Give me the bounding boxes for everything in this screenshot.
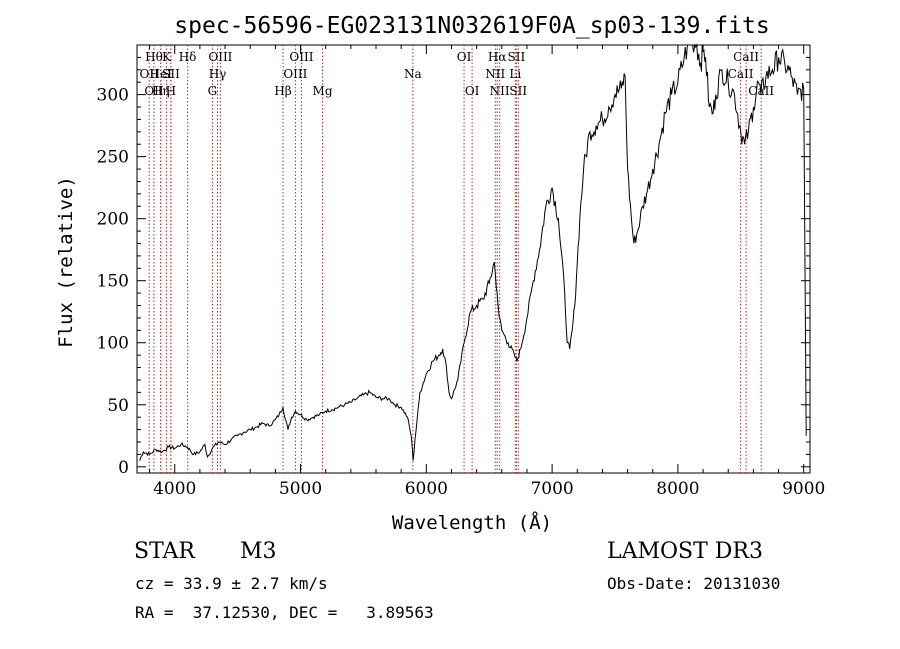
spectral-line-label: H — [166, 84, 176, 98]
x-axis-ticks: 4000 5000 6000 7000 8000 9000 — [149, 45, 825, 499]
spectral-line-label: Hδ — [179, 50, 197, 64]
spectral-line-label: Hα — [488, 50, 507, 64]
spectral-line-label: Na — [404, 67, 422, 81]
x-tick-label: 8000 — [656, 479, 699, 499]
spectral-line-label: OI — [465, 84, 480, 98]
x-axis-label: Wavelength (Å) — [392, 511, 552, 534]
spectral-line-label: OIII — [289, 50, 313, 64]
y-tick-label: 300 — [97, 86, 129, 106]
spectral-line-label: Li — [509, 67, 521, 81]
observation-date: Obs-Date: 20131030 — [607, 574, 781, 593]
y-tick-label: 100 — [97, 334, 129, 354]
object-class: STAR — [134, 539, 195, 564]
spectral-line-label: NII — [485, 67, 505, 81]
spectral-line-label: OIII — [208, 50, 232, 64]
spectral-line-label: OIII — [283, 67, 307, 81]
spectral-line-label: HeI — [150, 67, 173, 81]
spectral-line-label: OII — [140, 67, 160, 81]
spectral-line-label: Hγ — [209, 67, 227, 81]
x-tick-label: 7000 — [530, 479, 573, 499]
y-tick-label: 0 — [118, 458, 129, 478]
plot-frame — [136, 44, 811, 474]
y-tick-label: 150 — [97, 272, 129, 292]
x-tick-label: 9000 — [782, 479, 825, 499]
spectral-line-label: K — [162, 50, 172, 64]
chart-title: spec-56596-EG023131N032619F0A_sp03-139.f… — [174, 13, 769, 39]
survey-name: LAMOST DR3 — [607, 539, 763, 564]
spectral-line-label: CaII — [733, 50, 759, 64]
spectral-line-label: OII — [144, 84, 164, 98]
redshift-value: cz = 33.9 ± 2.7 km/s — [135, 574, 328, 593]
spectral-line-label: OI — [457, 50, 472, 64]
spectral-line-label: Hθ — [145, 50, 163, 64]
y-axis-ticks: 0 50 100 150 200 250 300 — [97, 56, 810, 478]
spectral-line-label: Mg — [313, 84, 333, 98]
spectral-line-label: SII — [508, 50, 526, 64]
spectral-line-label: G — [208, 84, 218, 98]
spectral-line-label: Hη — [152, 84, 170, 98]
x-tick-label: 5000 — [279, 479, 322, 499]
spectral-line-label: SII — [509, 84, 527, 98]
coordinates: RA = 37.12530, DEC = 3.89563 — [135, 603, 434, 622]
y-tick-label: 200 — [97, 210, 129, 230]
x-tick-label: 4000 — [153, 479, 196, 499]
y-axis-label: Flux (relative) — [55, 176, 77, 348]
spectral-line-labels: OIIHθOIIHηHeIKHSIIHδGHγOIIIHβOIIIOIIIMgN… — [140, 50, 775, 98]
spectral-line-label: SII — [162, 67, 180, 81]
spectral-line-markers — [148, 45, 762, 473]
spectral-line-label: CaII — [728, 67, 754, 81]
spectral-line-label: Hβ — [274, 84, 291, 98]
x-tick-label: 6000 — [405, 479, 448, 499]
spectral-line-label: NII — [490, 84, 510, 98]
y-tick-label: 250 — [97, 148, 129, 168]
object-subclass: M3 — [240, 539, 277, 564]
flux-series-line — [139, 43, 807, 461]
y-tick-label: 50 — [107, 396, 129, 416]
